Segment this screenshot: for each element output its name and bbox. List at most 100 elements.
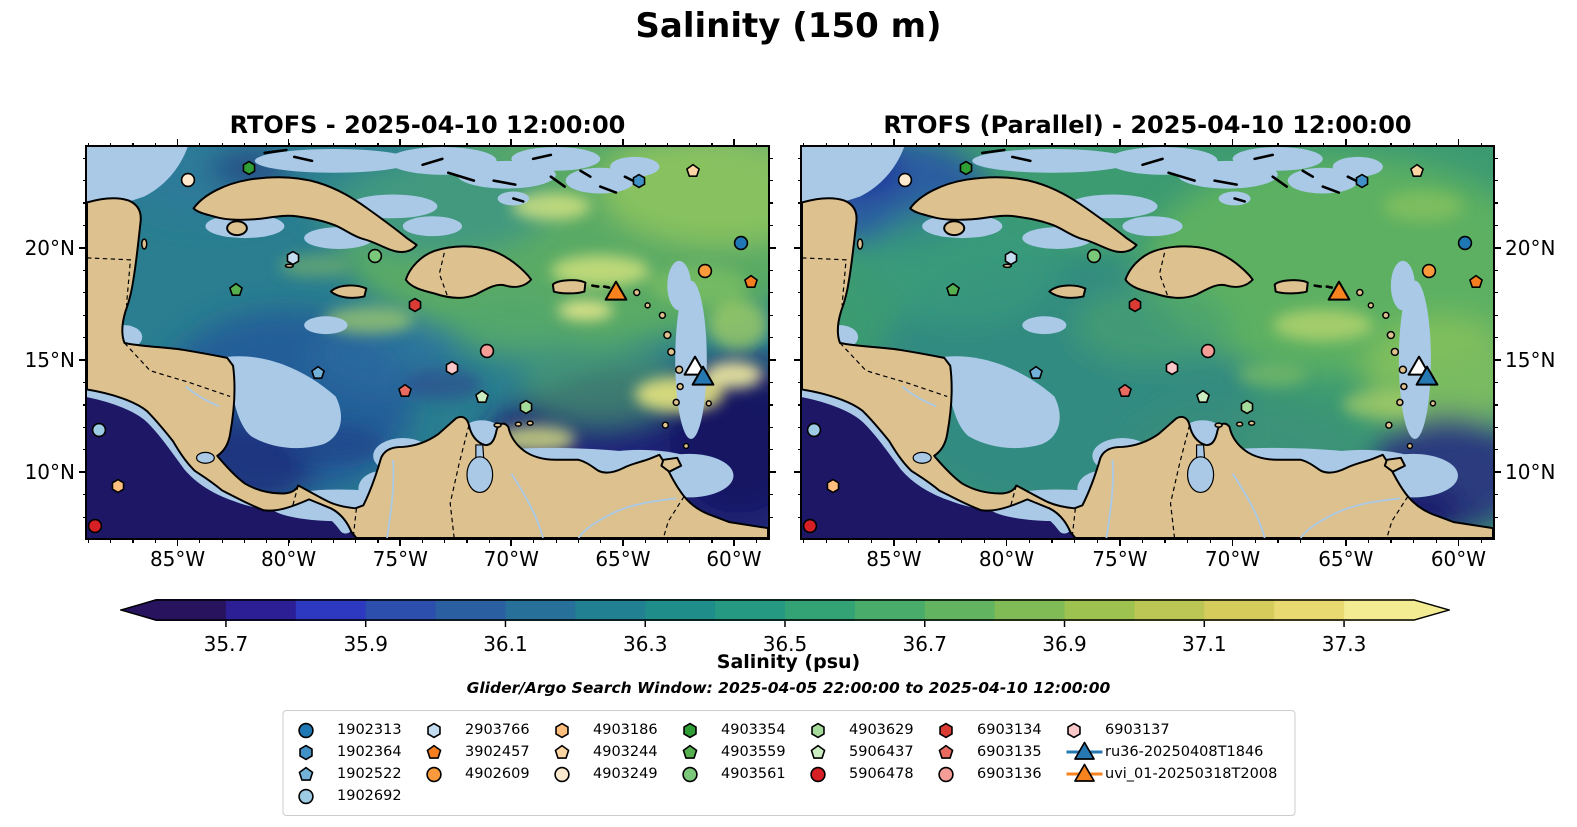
x-minor-tick <box>755 142 758 147</box>
colorbar-tick-label: 36.1 <box>483 632 528 656</box>
x-major-tick <box>1457 139 1460 147</box>
legend-entry-4903249: 4903249 <box>553 763 681 785</box>
x-minor-tick <box>110 142 112 147</box>
x-minor-tick <box>87 538 90 543</box>
x-major-tick <box>176 139 179 147</box>
x-tick-label: 60°W <box>706 547 762 571</box>
x-minor-tick <box>466 538 468 543</box>
x-minor-tick <box>1164 142 1166 147</box>
y-minor-tick <box>1493 314 1498 316</box>
y-minor-tick <box>768 292 773 294</box>
legend-column: 4903354 4903559 4903561 <box>681 719 809 785</box>
x-minor-tick <box>870 538 872 543</box>
map-rtofs-parallel-yaxis-labels: 20°N 15°N 10°N <box>1505 147 1577 538</box>
legend-entry-label: 4902609 <box>465 766 530 782</box>
pentagon-marker-icon <box>809 744 849 761</box>
y-minor-tick <box>1493 449 1498 451</box>
legend-entry-1902522: 1902522 <box>297 763 425 785</box>
x-minor-tick <box>825 538 827 543</box>
x-minor-tick <box>1480 538 1482 543</box>
legend-entry-2903766: 2903766 <box>425 719 553 741</box>
circle-marker-icon <box>681 766 721 783</box>
x-tick-label: 60°W <box>1430 547 1487 571</box>
legend-entry-4903244: 4903244 <box>553 741 681 763</box>
x-minor-tick <box>1435 142 1437 147</box>
x-minor-tick <box>332 142 335 147</box>
y-minor-tick <box>768 314 773 316</box>
legend-entry-label: 5906478 <box>849 766 914 782</box>
y-minor-tick <box>797 224 802 227</box>
legend-column: 6903134 6903135 6903136 <box>937 719 1065 785</box>
y-minor-tick <box>797 157 802 159</box>
y-minor-tick <box>768 157 773 159</box>
pentagon-marker-icon <box>425 744 465 761</box>
y-minor-tick <box>797 269 802 271</box>
x-minor-tick <box>488 142 490 147</box>
x-minor-tick <box>1164 538 1166 543</box>
legend-column: 1902313 1902364 1902522 1902692 <box>297 719 425 807</box>
hexagon-marker-icon <box>937 722 977 739</box>
x-minor-tick <box>1051 538 1053 543</box>
legend-column: 4903629 5906437 5906478 <box>809 719 937 785</box>
x-minor-tick <box>555 142 557 147</box>
colorbar-tick-label: 36.7 <box>902 632 948 656</box>
pentagon-marker-icon <box>681 744 721 761</box>
y-minor-tick <box>1493 426 1498 428</box>
pentagon-marker-icon <box>297 766 337 783</box>
x-major-tick <box>399 538 402 546</box>
x-minor-tick <box>1074 142 1076 147</box>
legend-entry-ru36-20250408T1846: ru36-20250408T1846 <box>1065 741 1280 763</box>
x-minor-tick <box>755 538 758 543</box>
legend-entry-6903137: 6903137 <box>1065 719 1280 741</box>
y-minor-tick <box>768 269 773 271</box>
map-rtofs-parallel-xaxis-labels: 85°W 80°W 75°W 70°W 65°W 60°W <box>802 547 1493 575</box>
x-major-tick <box>1457 538 1460 546</box>
x-minor-tick <box>1390 538 1392 543</box>
y-minor-tick <box>82 381 87 384</box>
x-minor-tick <box>711 538 713 543</box>
x-major-tick <box>1344 538 1347 546</box>
panel-rtofs-parallel: RTOFS (Parallel) - 2025-04-10 12:00:00 <box>794 111 1555 571</box>
search-window-note: Glider/Argo Search Window: 2025-04-05 22… <box>466 679 1111 697</box>
x-minor-tick <box>938 142 940 147</box>
x-minor-tick <box>1435 538 1437 543</box>
y-tick-label: 20°N <box>1505 235 1556 260</box>
y-major-tick <box>1493 359 1501 361</box>
x-minor-tick <box>802 538 805 543</box>
circle-marker-icon <box>297 788 337 805</box>
x-minor-tick <box>961 142 963 147</box>
legend-entry-label: 4903629 <box>849 722 914 738</box>
x-minor-tick <box>802 142 805 147</box>
hexagon-marker-icon <box>297 744 337 761</box>
x-minor-tick <box>1141 538 1144 543</box>
x-minor-tick <box>355 142 357 147</box>
colorbar-tick-label: 36.9 <box>1042 632 1087 656</box>
legend-entry-label: 6903136 <box>977 766 1042 782</box>
y-major-tick <box>768 246 776 249</box>
legend-entry-4903629: 4903629 <box>809 719 937 741</box>
y-minor-tick <box>82 157 87 159</box>
hexagon-marker-icon <box>1065 722 1105 739</box>
x-major-tick <box>1231 139 1234 147</box>
y-minor-tick <box>1493 494 1498 496</box>
circle-marker-icon <box>809 766 849 783</box>
panel-rtofs: RTOFS - 2025-04-10 12:00:00 <box>25 111 776 571</box>
x-minor-tick <box>199 538 201 543</box>
hexagon-marker-icon <box>809 722 849 739</box>
y-minor-tick <box>797 292 802 294</box>
y-minor-tick <box>768 404 773 406</box>
x-minor-tick <box>825 142 827 147</box>
legend-entry-6903135: 6903135 <box>937 741 1065 763</box>
legend-entry-label: 1902692 <box>337 788 402 804</box>
colorbar-tick-labels: 35.7 35.9 36.1 36.3 36.5 36.7 36.9 37.1 37.3 <box>120 627 1450 657</box>
x-minor-tick <box>421 538 424 543</box>
panel-rtofs-parallel-title: RTOFS (Parallel) - 2025-04-10 12:00:00 <box>883 111 1412 139</box>
y-minor-tick <box>797 179 802 182</box>
x-minor-tick <box>1413 538 1415 543</box>
circle-marker-icon <box>297 722 337 739</box>
x-minor-tick <box>1277 538 1279 543</box>
x-minor-tick <box>915 538 918 543</box>
x-minor-tick <box>132 142 134 147</box>
x-minor-tick <box>444 142 446 147</box>
x-minor-tick <box>488 538 490 543</box>
